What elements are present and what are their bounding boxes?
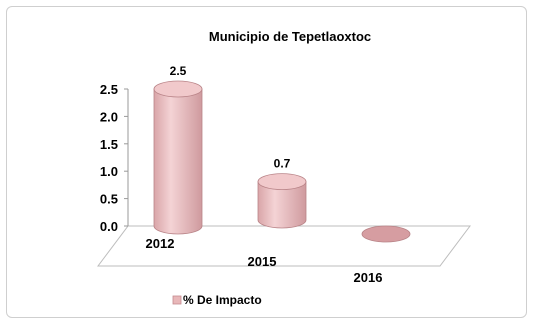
- bars: [153, 80, 411, 243]
- y-tick-label: 1.5: [100, 137, 118, 152]
- bar-top: [257, 173, 307, 191]
- y-tick-label: 2.0: [100, 109, 118, 124]
- y-tick-label: 0.5: [100, 192, 118, 207]
- x-tick-label: 2016: [354, 270, 383, 285]
- bar-2016: [361, 225, 411, 243]
- bar-body: [153, 88, 203, 235]
- legend-swatch: [172, 295, 182, 305]
- x-axis-ticks: 2012 2015 2016: [146, 236, 383, 285]
- bar-body: [257, 181, 307, 229]
- data-label: 0.7: [274, 157, 291, 171]
- bar-top: [153, 80, 203, 98]
- y-tick-label: 2.5: [100, 82, 118, 97]
- chart-title: Municipio de Tepetlaoxtoc: [209, 29, 371, 44]
- y-tick-label: 0.0: [100, 219, 118, 234]
- bar-top: [361, 225, 411, 243]
- legend: % De Impacto: [172, 293, 262, 307]
- x-tick-label: 2012: [146, 236, 175, 251]
- y-axis-ticks: 0.0 0.5 1.0 1.5 2.0 2.5: [100, 82, 128, 234]
- bar-2015: [257, 173, 307, 229]
- bar-2012: [153, 80, 203, 235]
- x-tick-label: 2015: [248, 254, 277, 269]
- data-label: 2.5: [170, 64, 187, 78]
- y-tick-label: 1.0: [100, 164, 118, 179]
- legend-label: % De Impacto: [183, 293, 262, 307]
- data-labels: 2.5 0.7: [170, 64, 291, 171]
